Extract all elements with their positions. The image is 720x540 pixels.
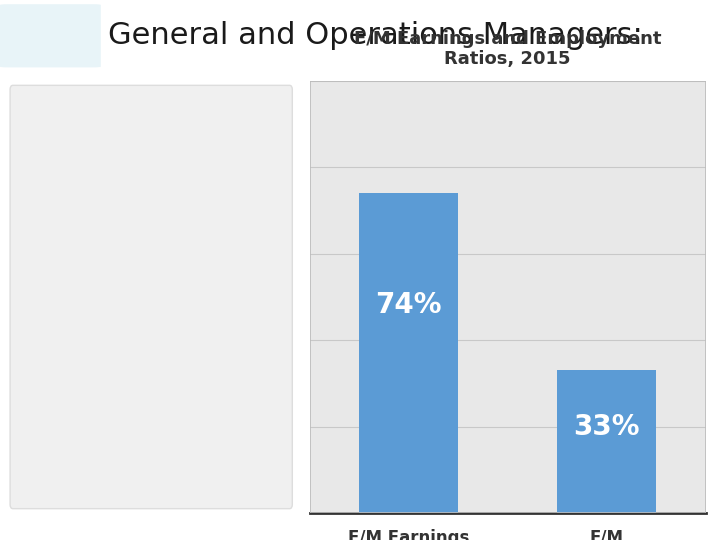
Text: General and Operations Managers:: General and Operations Managers: bbox=[108, 21, 643, 50]
Text: 33%: 33% bbox=[573, 414, 640, 442]
Bar bbox=[557, 370, 656, 513]
Text: 74%: 74% bbox=[375, 291, 442, 319]
FancyBboxPatch shape bbox=[0, 4, 101, 68]
FancyBboxPatch shape bbox=[10, 85, 292, 509]
Bar bbox=[359, 193, 458, 513]
Title: F/M Earnings and Employment
Ratios, 2015: F/M Earnings and Employment Ratios, 2015 bbox=[354, 30, 662, 69]
